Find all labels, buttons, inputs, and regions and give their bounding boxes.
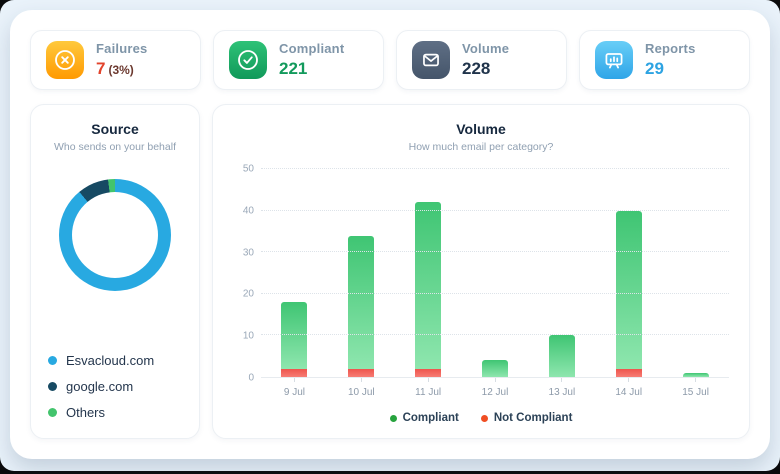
legend-label: Not Compliant bbox=[493, 412, 573, 424]
stat-value-suffix: (3%) bbox=[108, 62, 134, 77]
stat-card-failures[interactable]: Failures 7 (3%) bbox=[30, 30, 201, 90]
source-title: Source bbox=[91, 121, 139, 137]
source-legend-item[interactable]: Esvacloud.com bbox=[48, 353, 199, 368]
volume-subtitle: How much email per category? bbox=[408, 141, 554, 153]
y-axis: 0 10 20 30 40 50 bbox=[233, 164, 261, 384]
bar-segment-compliant bbox=[548, 335, 575, 377]
bar-10-jul[interactable] bbox=[328, 169, 395, 377]
x-tick-mark bbox=[561, 378, 563, 382]
x-tick-label: 15 Jul bbox=[682, 387, 709, 398]
legend-dot-icon bbox=[480, 414, 488, 422]
x-tick-mark bbox=[293, 378, 295, 382]
stat-label: Reports bbox=[645, 40, 696, 56]
gridline bbox=[261, 334, 729, 336]
x-tick-mark bbox=[427, 378, 429, 382]
legend-label: Compliant bbox=[402, 412, 459, 424]
x-tick-label: 11 Jul bbox=[415, 387, 442, 398]
legend-label: Esvacloud.com bbox=[66, 353, 155, 368]
bar-13-jul[interactable] bbox=[528, 169, 595, 377]
source-legend-item[interactable]: google.com bbox=[48, 379, 199, 394]
legend-dot-icon bbox=[48, 382, 57, 391]
bar-14-jul[interactable] bbox=[595, 169, 662, 377]
y-tick-label: 50 bbox=[242, 163, 254, 175]
y-tick-label: 40 bbox=[242, 205, 254, 217]
y-tick-label: 20 bbox=[242, 288, 254, 300]
x-tick-mark bbox=[360, 378, 362, 382]
bar-segment-not-compliant bbox=[281, 368, 308, 377]
x-tick-mark bbox=[695, 378, 697, 382]
gridline bbox=[261, 251, 729, 253]
bar-segment-compliant bbox=[615, 210, 642, 369]
x-tick-label: 12 Jul bbox=[481, 387, 509, 398]
gridline bbox=[261, 292, 729, 294]
x-category: 9 Jul bbox=[261, 378, 328, 398]
bar-15-jul[interactable] bbox=[662, 169, 729, 377]
y-tick-label: 0 bbox=[248, 372, 254, 384]
bar-segment-compliant bbox=[482, 360, 508, 377]
stat-label: Compliant bbox=[279, 40, 345, 56]
source-legend: Esvacloud.com google.com Others bbox=[48, 342, 199, 420]
y-tick-label: 10 bbox=[242, 330, 254, 342]
x-category: 12 Jul bbox=[462, 378, 529, 398]
circle-x-icon bbox=[46, 41, 84, 79]
legend-label: google.com bbox=[66, 379, 134, 394]
bar-segment-not-compliant bbox=[348, 368, 375, 377]
chart-legend-item[interactable]: Not Compliant bbox=[480, 412, 573, 424]
bar-segment-compliant bbox=[682, 372, 709, 377]
stat-label: Volume bbox=[462, 40, 510, 56]
gridline bbox=[261, 209, 729, 211]
envelope-icon bbox=[412, 41, 450, 79]
x-category: 13 Jul bbox=[528, 378, 595, 398]
stat-value: 29 bbox=[645, 58, 664, 78]
stat-card-compliant[interactable]: Compliant 221 bbox=[213, 30, 384, 90]
source-donut-chart[interactable] bbox=[59, 179, 171, 291]
dashboard-container: Failures 7 (3%) Compliant 221 bbox=[10, 10, 770, 459]
x-category: 10 Jul bbox=[328, 378, 395, 398]
legend-dot-icon bbox=[48, 408, 57, 417]
bar-chart: 0 10 20 30 40 50 bbox=[233, 164, 729, 384]
x-tick-label: 9 Jul bbox=[283, 387, 305, 398]
chart-legend: Compliant Not Compliant bbox=[233, 412, 729, 424]
x-category: 15 Jul bbox=[662, 378, 729, 398]
legend-dot-icon bbox=[389, 414, 397, 422]
x-tick-label: 10 Jul bbox=[347, 387, 375, 398]
x-tick-mark bbox=[628, 378, 630, 382]
source-legend-item[interactable]: Others bbox=[48, 405, 199, 420]
stat-value: 221 bbox=[279, 58, 308, 78]
bar-segment-compliant bbox=[281, 302, 308, 369]
x-axis: 9 Jul 10 Jul 11 Jul 12 Jul 13 Jul 14 Jul 15 Ju… bbox=[261, 378, 729, 398]
y-tick-label: 30 bbox=[242, 247, 254, 259]
bar-segment-not-compliant bbox=[415, 368, 442, 377]
bar-segment-compliant bbox=[348, 235, 375, 369]
x-category: 11 Jul bbox=[395, 378, 462, 398]
legend-dot-icon bbox=[48, 356, 57, 365]
source-subtitle: Who sends on your behalf bbox=[54, 141, 176, 153]
bar-9-jul[interactable] bbox=[261, 169, 328, 377]
chart-legend-item[interactable]: Compliant bbox=[389, 412, 459, 424]
bar-12-jul[interactable] bbox=[462, 169, 529, 377]
stat-value: 228 bbox=[462, 58, 491, 78]
bar-11-jul[interactable] bbox=[395, 169, 462, 377]
circle-check-icon bbox=[229, 41, 267, 79]
stat-card-volume[interactable]: Volume 228 bbox=[396, 30, 567, 90]
stat-label: Failures bbox=[96, 40, 148, 56]
x-tick-mark bbox=[494, 378, 496, 382]
panels-row: Source Who sends on your behalf Esvaclou… bbox=[30, 104, 750, 439]
stat-cards-row: Failures 7 (3%) Compliant 221 bbox=[30, 30, 750, 90]
legend-label: Others bbox=[66, 405, 106, 420]
plot-area bbox=[261, 168, 729, 378]
presentation-board-icon bbox=[595, 41, 633, 79]
volume-title: Volume bbox=[456, 121, 506, 137]
x-category: 14 Jul bbox=[595, 378, 662, 398]
volume-panel: Volume How much email per category? 0 10 2… bbox=[212, 104, 750, 439]
stat-value: 7 (3%) bbox=[96, 58, 134, 78]
stat-card-reports[interactable]: Reports 29 bbox=[579, 30, 750, 90]
bar-segment-not-compliant bbox=[615, 368, 642, 377]
source-panel: Source Who sends on your behalf Esvaclou… bbox=[30, 104, 200, 439]
gridline bbox=[261, 168, 729, 169]
bar-segment-compliant bbox=[415, 202, 442, 369]
x-tick-label: 14 Jul bbox=[615, 387, 643, 398]
x-tick-label: 13 Jul bbox=[548, 387, 576, 398]
